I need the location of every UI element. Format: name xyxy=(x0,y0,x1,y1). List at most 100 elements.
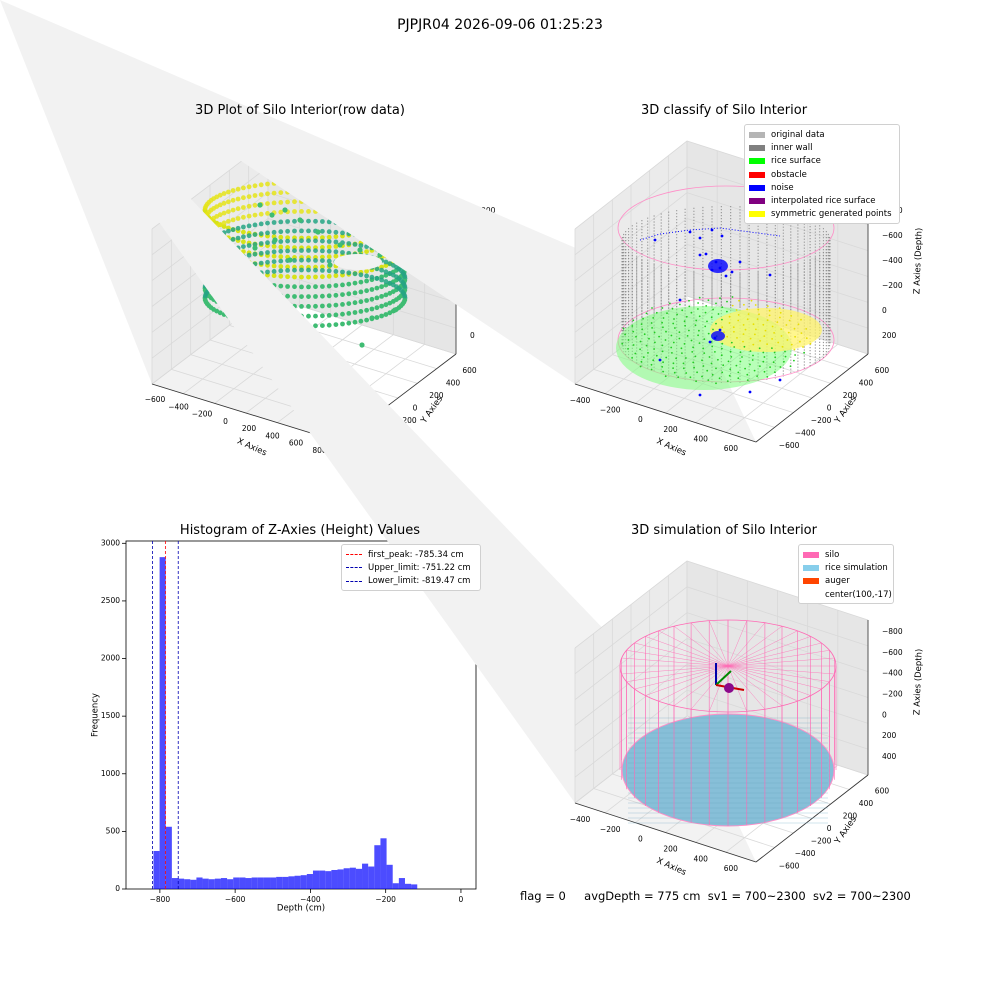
raw-data-point xyxy=(402,293,408,299)
x-tick-label: −200 xyxy=(375,895,396,904)
raw-data-point xyxy=(241,185,246,191)
plot2-y-tick-label: −400 xyxy=(795,429,816,438)
raw-data-point xyxy=(333,292,339,298)
plot2-z-tick-label: −400 xyxy=(882,256,903,265)
rice-surface-point xyxy=(677,376,680,379)
rice-surface-point xyxy=(793,359,795,362)
rice-surface-point xyxy=(781,345,784,348)
raw-data-point xyxy=(364,317,369,323)
rice-surface-point xyxy=(698,329,700,332)
raw-data-point xyxy=(313,294,318,299)
histogram-bar xyxy=(257,877,264,889)
simulation-legend: silo rice simulation auger center(100,-1… xyxy=(798,544,894,605)
rice-surface-point xyxy=(680,347,683,350)
histogram-bar xyxy=(270,877,277,889)
legend-item-center: center(100,-17) xyxy=(803,588,892,601)
raw-data-point xyxy=(387,300,393,306)
histogram-bar xyxy=(208,879,215,889)
silo-roof-line xyxy=(673,626,729,667)
raw-data-point xyxy=(340,250,345,255)
raw-data-point xyxy=(252,212,258,218)
rice-surface-point xyxy=(784,355,787,358)
raw-data-point xyxy=(252,232,258,238)
rice-surface-point xyxy=(736,337,738,339)
rice-surface-point xyxy=(704,325,707,328)
rice-surface-point xyxy=(632,319,635,322)
raw-data-point xyxy=(235,186,241,192)
rice-surface-point xyxy=(764,329,767,332)
rice-surface-point xyxy=(772,361,775,364)
rice-surface-point xyxy=(664,375,667,378)
plot4-y-tick-label: 400 xyxy=(859,799,874,808)
silo-roof-line xyxy=(634,665,729,690)
rice-surface-point xyxy=(766,343,768,345)
rice-surface-point xyxy=(744,367,746,370)
rice-surface-point xyxy=(756,375,758,377)
rice-surface-point xyxy=(771,325,774,328)
noise-point xyxy=(658,358,662,362)
legend-swatch xyxy=(749,211,765,218)
raw-data-point xyxy=(358,243,364,248)
noise-point-trail xyxy=(639,227,781,241)
raw-data-point xyxy=(278,254,284,260)
histogram-bar xyxy=(227,879,234,889)
legend-label: interpolated rice surface xyxy=(771,196,876,207)
raw-data-point xyxy=(246,252,252,258)
rice-surface-point xyxy=(794,354,796,356)
legend-item-first-peak: first_peak: -785.34 cm xyxy=(346,548,476,561)
raw-data-point xyxy=(306,238,311,244)
raw-data-point xyxy=(306,294,311,299)
plot2-x-axis-label: X Axies xyxy=(655,437,688,459)
histogram-bar xyxy=(165,826,172,889)
rice-surface-point xyxy=(696,371,698,374)
rice-surface-point xyxy=(721,371,724,374)
raw-data-point xyxy=(352,290,358,296)
rice-surface-point xyxy=(759,340,761,342)
rice-surface-point xyxy=(689,376,692,379)
raw-data-point xyxy=(358,279,364,285)
histogram-bar xyxy=(178,878,185,889)
plot1-x-tick-label: 400 xyxy=(265,431,280,440)
rice-surface-point xyxy=(787,331,790,334)
rice-surface-point xyxy=(708,356,711,358)
rice-surface-point xyxy=(754,304,757,306)
histogram-bar xyxy=(319,870,326,889)
raw-data-point xyxy=(326,239,332,244)
raw-data-point xyxy=(383,282,389,288)
raw-data-point xyxy=(285,238,290,244)
histogram-bar xyxy=(220,878,228,889)
plot4-y-tick-label: 200 xyxy=(843,812,858,821)
raw-data-point xyxy=(326,234,332,240)
rice-surface-point xyxy=(741,356,743,358)
noise-point xyxy=(704,252,708,256)
raw-data-point xyxy=(265,240,270,246)
noise-point xyxy=(738,260,742,264)
raw-data-point xyxy=(364,288,369,294)
raw-data-point xyxy=(374,285,380,291)
raw-data-point xyxy=(313,323,318,329)
raw-data-point xyxy=(292,274,297,280)
rice-surface-point xyxy=(662,361,664,364)
raw-data-point xyxy=(285,268,290,273)
raw-data-point xyxy=(292,209,297,214)
rice-surface-point xyxy=(779,366,782,368)
raw-data-point xyxy=(299,267,304,273)
raw-data-point xyxy=(326,268,332,274)
raw-data-point xyxy=(299,248,304,253)
raw-data-point xyxy=(241,244,246,250)
plot4-x-axis-label: X Axies xyxy=(655,856,688,878)
raw-data-point xyxy=(278,248,284,254)
rice-surface-point xyxy=(692,346,694,349)
rice-surface-point xyxy=(661,307,664,309)
raw-data-point xyxy=(299,257,304,263)
raw-data-point xyxy=(235,196,241,202)
histogram-bar xyxy=(349,867,356,889)
raw-data-point xyxy=(306,209,311,214)
rice-surface-point xyxy=(697,308,699,310)
rice-surface-point xyxy=(695,380,697,383)
rice-surface-point xyxy=(758,313,760,316)
plot1-x-tick-label: 600 xyxy=(289,439,304,448)
rice-surface-point xyxy=(730,341,733,344)
rice-surface-point xyxy=(662,317,665,319)
